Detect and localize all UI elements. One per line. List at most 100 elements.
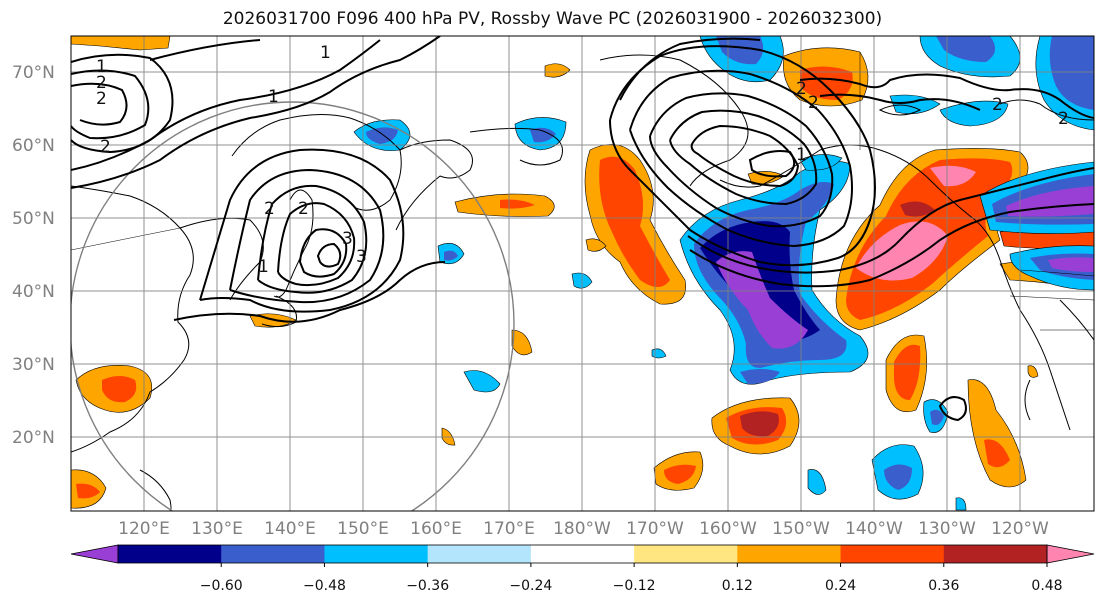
coastline xyxy=(231,113,402,211)
anomaly-positive xyxy=(740,411,779,437)
anomaly-positive xyxy=(71,36,171,51)
plot-frame xyxy=(70,35,1095,512)
contour-label: 2 xyxy=(992,95,1003,115)
pv-contour xyxy=(689,203,1094,288)
colorbar-tick-label: 0.48 xyxy=(1031,578,1062,594)
colorbar-segment xyxy=(634,545,738,563)
anomaly-positive xyxy=(1027,365,1039,378)
anomaly-negative xyxy=(740,369,780,384)
radius-circle xyxy=(71,101,515,511)
coastline xyxy=(1024,379,1031,421)
contour-label: 2 xyxy=(796,79,807,99)
contour-label: 1 xyxy=(796,145,807,165)
colorbar-tick-label: −0.60 xyxy=(200,578,243,594)
lon-label: 150°E xyxy=(337,519,389,539)
lon-label: 170°W xyxy=(626,519,684,539)
contour-label: 1 xyxy=(258,257,269,277)
coastline xyxy=(878,104,922,116)
pv-contour xyxy=(687,167,1094,274)
contour-label: 2 xyxy=(96,73,107,93)
contour-label: 1 xyxy=(96,57,107,77)
pv-contour xyxy=(629,69,853,248)
anomaly-negative xyxy=(936,36,996,62)
pv-contour xyxy=(298,228,348,278)
coastlines xyxy=(71,54,1094,511)
coastline xyxy=(719,144,1071,431)
colorbar-tick-label: 0.12 xyxy=(722,578,753,594)
pv-contour xyxy=(669,109,818,206)
lat-labels: 70°N 60°N 50°N 40°N 30°N 20°N xyxy=(12,63,55,448)
colorbar-segment xyxy=(118,545,222,563)
contour-label: 2 xyxy=(264,199,275,219)
lat-label: 70°N xyxy=(12,63,55,83)
anomaly-positive xyxy=(511,329,533,356)
contour-label: 3 xyxy=(356,247,367,267)
lat-label: 40°N xyxy=(12,282,55,302)
border xyxy=(1009,295,1094,301)
colorbar-segments xyxy=(118,545,1048,563)
pv-contour xyxy=(277,202,356,287)
coastline xyxy=(1059,299,1094,341)
coastline xyxy=(469,127,563,166)
coastline xyxy=(273,189,314,298)
anomaly-negative xyxy=(530,127,556,143)
coastline xyxy=(999,99,1094,121)
pv-contour xyxy=(71,36,441,189)
anomaly-positive xyxy=(967,379,1027,488)
colorbar-segment xyxy=(324,545,429,563)
border xyxy=(1019,269,1094,277)
contour-labels: 1 2 2 1 1 2 2 2 3 3 1 2 1 2 2 2 xyxy=(96,43,1069,277)
lon-label: 140°E xyxy=(264,519,316,539)
pv-contour xyxy=(799,73,1094,119)
pv-contour xyxy=(609,45,876,267)
coastline xyxy=(599,54,749,187)
colorbar-segment xyxy=(427,545,532,563)
colorbar-tick-label: −0.12 xyxy=(613,578,656,594)
colorbar-segment xyxy=(737,545,842,563)
lon-label: 160°E xyxy=(410,519,462,539)
anomaly-negative xyxy=(955,497,967,511)
lon-label: 180°W xyxy=(553,519,611,539)
pv-anomaly-fills xyxy=(71,36,1094,511)
pv-contour xyxy=(690,124,800,188)
anomaly-positive xyxy=(76,483,100,499)
pv-contour xyxy=(199,148,405,313)
border xyxy=(71,227,181,251)
anomaly-negative xyxy=(884,464,912,490)
colorbar-segment xyxy=(221,545,325,563)
colorbar-frame xyxy=(117,544,1048,564)
coastline xyxy=(399,139,473,179)
anomaly-positive xyxy=(664,464,696,484)
lat-label: 50°N xyxy=(12,209,55,229)
lon-labels: 120°E 130°E 140°E 150°E 160°E 170°E 180°… xyxy=(118,519,1049,539)
gridlines xyxy=(71,36,1094,511)
anomaly-positive xyxy=(894,344,921,400)
lon-label: 130°E xyxy=(191,519,243,539)
pv-contour xyxy=(71,53,174,154)
contour-label: 2 xyxy=(100,137,111,157)
colorbar-extend-low xyxy=(70,544,119,564)
lat-label: 30°N xyxy=(12,355,55,375)
pv-contour xyxy=(229,168,385,304)
anomaly-negative xyxy=(444,250,458,261)
colorbar-tick-label: 0.24 xyxy=(825,578,856,594)
pv-contour xyxy=(649,92,834,228)
colorbar-tick-label: −0.48 xyxy=(303,578,346,594)
lon-label: 130°W xyxy=(918,519,976,539)
contour-label: 1 xyxy=(268,87,279,107)
anomaly-positive xyxy=(856,221,948,281)
pv-contour xyxy=(149,39,261,61)
lat-label: 60°N xyxy=(12,136,55,156)
pv-contours xyxy=(71,36,1094,422)
anomaly-positive xyxy=(930,165,976,187)
anomaly-negative xyxy=(1048,257,1094,272)
colorbar-tick-label: −0.36 xyxy=(406,578,449,594)
pv-contour xyxy=(71,82,128,126)
contour-label: 1 xyxy=(320,43,331,63)
lon-label: 140°W xyxy=(845,519,903,539)
coastline xyxy=(395,175,441,231)
pv-contour xyxy=(257,184,368,294)
colorbar-tick-label: 0.36 xyxy=(928,578,959,594)
colorbar: −0.60 −0.48 −0.36 −0.24 −0.12 0.12 0.24 0.36 0.4… xyxy=(70,544,1095,594)
